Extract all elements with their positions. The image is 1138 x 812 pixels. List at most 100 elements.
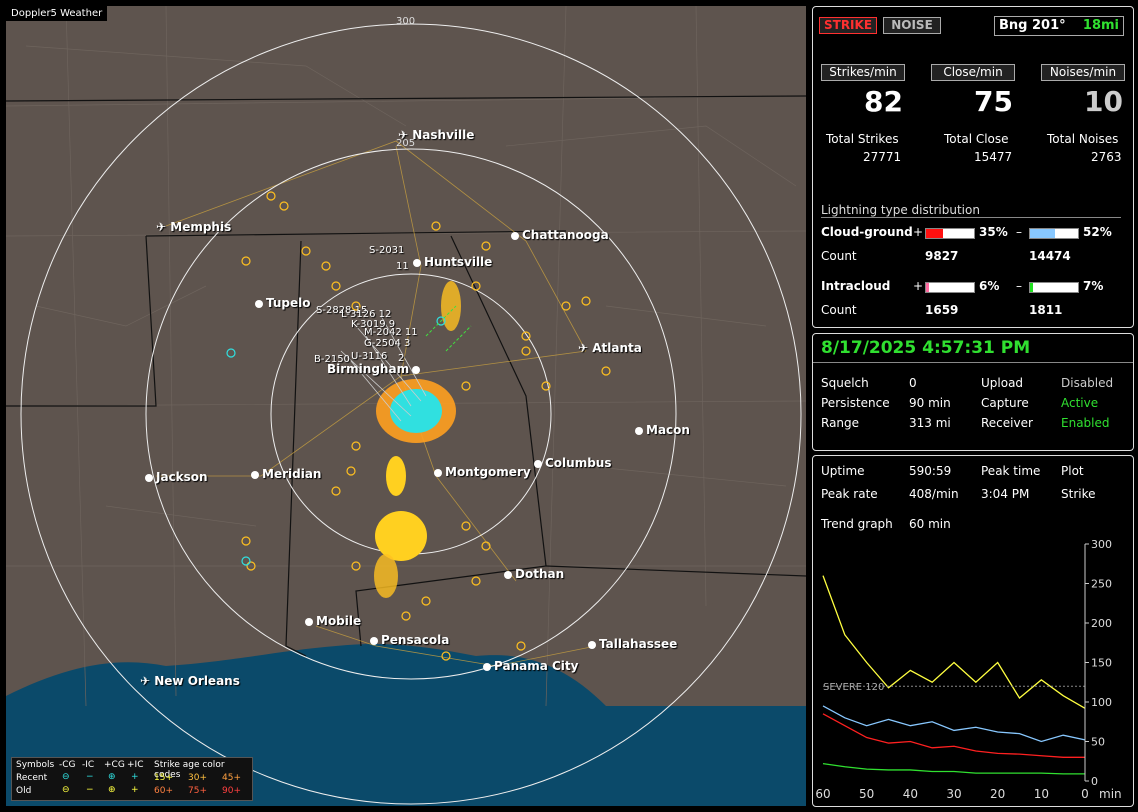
trend-series-0	[822, 575, 1086, 709]
upload-value: Disabled	[1061, 376, 1114, 390]
city-dot-icon	[145, 474, 153, 482]
total-noises-value: 2763	[1091, 150, 1122, 164]
trend-panel: Uptime 590:59 Peak time Plot Peak rate 4…	[812, 455, 1134, 807]
bearing-box: Bng 201° 18mi	[994, 16, 1124, 36]
cg-count-label: Count	[821, 249, 857, 263]
neg-cg-old-icon: ⊖	[62, 785, 70, 795]
squelch-label: Squelch	[821, 376, 869, 390]
total-strikes-label: Total Strikes	[826, 132, 899, 146]
ic-pos-bar	[925, 282, 975, 293]
storm-tag[interactable]: 2	[398, 353, 405, 364]
storm-tag[interactable]: K-3019 9	[351, 319, 396, 330]
ic-neg-count: 1811	[1029, 303, 1063, 317]
peak-time-label: Peak time	[981, 464, 1041, 478]
city-dothan[interactable]: Dothan	[504, 567, 564, 581]
pos-cg-old-icon: ⊕	[108, 785, 116, 795]
y-tick-label: 300	[1091, 538, 1112, 551]
airport-icon: ✈	[578, 341, 589, 355]
city-dot-icon	[255, 300, 263, 308]
close-min-label: Close/min	[931, 64, 1015, 81]
plot-value[interactable]: Strike	[1061, 487, 1096, 501]
storm-tag[interactable]: B-2150	[314, 354, 350, 365]
city-jackson[interactable]: Jackson	[145, 470, 208, 484]
ic-pos-count: 1659	[925, 303, 959, 317]
legend-age-label: Strike age color codes	[154, 760, 225, 780]
persistence-value: 90 min	[909, 396, 951, 410]
city-mobile[interactable]: Mobile	[305, 614, 361, 628]
city-atlanta[interactable]: ✈ Atlanta	[578, 341, 642, 355]
cg-pos-bar	[925, 228, 975, 239]
uptime-value: 590:59	[909, 464, 952, 478]
trend-series-3	[822, 762, 1085, 775]
peak-rate-value: 408/min	[909, 487, 959, 501]
ic-neg-pct: 7%	[1083, 279, 1104, 293]
distribution-title: Lightning type distribution	[821, 203, 1121, 218]
storm-tag[interactable]: M-2042 11	[364, 327, 418, 338]
city-meridian[interactable]: Meridian	[251, 467, 321, 481]
storm-tag[interactable]: G-2504 3	[364, 338, 411, 349]
storm-tag[interactable]: 11	[396, 261, 409, 272]
city-dot-icon	[413, 259, 421, 267]
storm-tag[interactable]: S-2031	[369, 245, 405, 256]
city-dot-icon	[251, 471, 259, 479]
plot-label: Plot	[1061, 464, 1084, 478]
status-divider	[813, 362, 1133, 363]
x-tick-label: 50	[859, 787, 874, 801]
ic-pos-fill	[926, 283, 929, 292]
city-dot-icon	[305, 618, 313, 626]
upload-label: Upload	[981, 376, 1024, 390]
legend-age-60: 60+	[154, 786, 173, 796]
city-birmingham[interactable]: Birmingham	[327, 362, 423, 376]
city-dot-icon	[412, 366, 421, 374]
storm-tag[interactable]: U-3116	[351, 351, 388, 362]
y-tick-label: 50	[1091, 736, 1105, 749]
city-panama-city[interactable]: Panama City	[483, 659, 578, 673]
legend-pos-ic: +IC	[127, 760, 144, 770]
y-tick-label: 200	[1091, 617, 1112, 630]
city-pensacola[interactable]: Pensacola	[370, 633, 449, 647]
legend-age-90: 90+	[222, 786, 241, 796]
range-label: Range	[821, 416, 860, 430]
city-memphis[interactable]: ✈ Memphis	[156, 220, 232, 234]
legend-neg-ic: -IC	[82, 760, 95, 770]
persistence-label: Persistence	[821, 396, 890, 410]
legend-age-15: 15+	[154, 773, 173, 783]
pos-ic-old-icon: +	[131, 785, 139, 795]
total-strikes-value: 27771	[863, 150, 902, 164]
city-huntsville[interactable]: Huntsville	[413, 255, 492, 269]
airport-icon: ✈	[398, 128, 409, 142]
cg-neg-bar	[1029, 228, 1079, 239]
cg-neg-fill	[1030, 229, 1055, 238]
x-tick-label: 20	[990, 787, 1005, 801]
bearing-value: Bng 201°	[999, 18, 1066, 33]
total-close-label: Total Close	[944, 132, 1009, 146]
city-chattanooga[interactable]: Chattanooga	[511, 228, 609, 242]
airport-icon: ✈	[140, 674, 151, 688]
city-montgomery[interactable]: Montgomery	[434, 465, 531, 479]
cg-pos-pct: 35%	[979, 225, 1008, 239]
x-tick-label: 30	[946, 787, 961, 801]
lightning-map[interactable]: Doppler5 Weather 300 205 ✈ Nashville ✈ M…	[6, 6, 806, 806]
x-tick-label: 60	[815, 787, 830, 801]
city-tallahassee[interactable]: Tallahassee	[588, 637, 677, 651]
noises-min-value: 10	[1084, 85, 1123, 118]
city-nashville[interactable]: ✈ Nashville	[398, 128, 475, 142]
storm-tag[interactable]: L-3126 12	[341, 309, 392, 320]
noise-button[interactable]: NOISE	[883, 17, 941, 34]
city-columbus[interactable]: Columbus	[534, 456, 612, 470]
storm-tag[interactable]: S-2828 15	[316, 305, 368, 316]
severe-threshold-label: SEVERE 120	[823, 682, 884, 693]
strike-button[interactable]: STRIKE	[819, 17, 877, 34]
y-tick-label: 150	[1091, 657, 1112, 670]
total-close-value: 15477	[974, 150, 1013, 164]
close-min-value: 75	[974, 85, 1013, 118]
strikes-min-label: Strikes/min	[821, 64, 905, 81]
legend-symbols-label: Symbols	[16, 760, 55, 770]
cg-neg-pct: 52%	[1083, 225, 1112, 239]
city-new-orleans[interactable]: ✈ New Orleans	[140, 674, 240, 688]
legend-age-30: 30+	[188, 773, 207, 783]
trend-series-2	[822, 713, 1085, 758]
city-tupelo[interactable]: Tupelo	[255, 296, 311, 310]
city-macon[interactable]: Macon	[635, 423, 690, 437]
ic-count-label: Count	[821, 303, 857, 317]
